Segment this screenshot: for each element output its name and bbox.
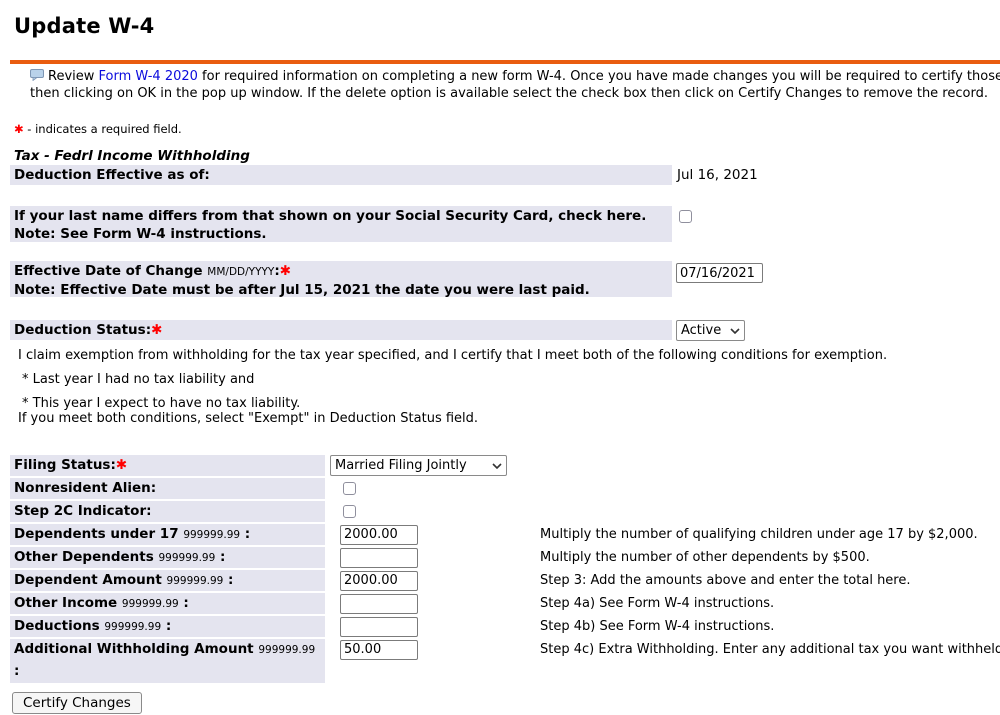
intro-line1: for required information on completing a… bbox=[197, 69, 1000, 84]
deduction-status-label: Deduction Status:✱ bbox=[14, 322, 163, 338]
required-asterisk: ✱ bbox=[151, 322, 163, 338]
dependents-under-17-input[interactable] bbox=[340, 524, 418, 545]
row-effective-date-of-change: Effective Date of Change MM/DD/YYYY:✱ No… bbox=[10, 261, 672, 298]
step-2c-indicator-checkbox[interactable] bbox=[343, 505, 356, 518]
row-nonresident-alien: Nonresident Alien: bbox=[10, 478, 1000, 499]
deductions-help: Step 4b) See Form W-4 instructions. bbox=[540, 619, 775, 634]
filing-status-label: Filing Status:✱ bbox=[10, 455, 325, 476]
intro-prefix: Review bbox=[48, 69, 99, 84]
last-name-differs-checkbox[interactable] bbox=[679, 210, 692, 223]
w4-fields-table: Filing Status:✱ Married Filing Jointly N… bbox=[10, 455, 1000, 685]
intro-line2: then clicking on OK in the pop up window… bbox=[30, 86, 988, 101]
accent-divider bbox=[10, 60, 1000, 64]
row-step-2c-indicator: Step 2C Indicator: bbox=[10, 501, 1000, 522]
additional-withholding-input[interactable] bbox=[340, 639, 418, 660]
other-dependents-label: Other Dependents 999999.99 : bbox=[10, 547, 325, 568]
effective-date-label: Effective Date of Change MM/DD/YYYY:✱ bbox=[14, 263, 292, 279]
required-asterisk: ✱ bbox=[279, 263, 292, 279]
row-deductions: Deductions 999999.99 : Step 4b) See Form… bbox=[10, 616, 1000, 637]
deduction-status-selected-value: Active bbox=[681, 323, 722, 338]
certify-changes-button[interactable]: Certify Changes bbox=[12, 692, 142, 714]
exemption-line-4: If you meet both conditions, select "Exe… bbox=[18, 411, 479, 426]
chevron-down-icon bbox=[730, 327, 740, 334]
date-format-hint: MM/DD/YYYY bbox=[207, 266, 275, 278]
comment-icon bbox=[30, 69, 44, 86]
row-deduction-effective-as-of: Deduction Effective as of: bbox=[10, 165, 672, 185]
exemption-line-1: I claim exemption from withholding for t… bbox=[18, 348, 888, 363]
row-other-dependents: Other Dependents 999999.99 : Multiply th… bbox=[10, 547, 1000, 568]
dependents-under-17-help: Multiply the number of qualifying childr… bbox=[540, 527, 978, 542]
required-asterisk: ✱ bbox=[115, 457, 128, 473]
deductions-input[interactable] bbox=[340, 616, 418, 637]
deduction-effective-label: Deduction Effective as of: bbox=[14, 167, 210, 183]
deduction-effective-value: Jul 16, 2021 bbox=[677, 167, 758, 183]
nonresident-alien-checkbox[interactable] bbox=[343, 482, 356, 495]
exemption-line-2: * Last year I had no tax liability and bbox=[22, 372, 255, 387]
form-w4-2020-link[interactable]: Form W-4 2020 bbox=[98, 69, 198, 84]
row-dependents-under-17: Dependents under 17 999999.99 : Multiply… bbox=[10, 524, 1000, 545]
other-income-help: Step 4a) See Form W-4 instructions. bbox=[540, 596, 775, 611]
filing-status-selected-value: Married Filing Jointly bbox=[335, 458, 467, 473]
dependent-amount-input[interactable] bbox=[340, 570, 418, 591]
exemption-statement: I claim exemption from withholding for t… bbox=[18, 348, 998, 435]
row-last-name-differs: If your last name differs from that show… bbox=[10, 206, 672, 242]
last-name-differs-label: If your last name differs from that show… bbox=[14, 208, 647, 224]
step-2c-indicator-label: Step 2C Indicator: bbox=[10, 501, 325, 522]
dependent-amount-label: Dependent Amount 999999.99 : bbox=[10, 570, 325, 591]
effective-date-input[interactable] bbox=[676, 263, 763, 283]
chevron-down-icon bbox=[492, 462, 502, 469]
row-dependent-amount: Dependent Amount 999999.99 : Step 3: Add… bbox=[10, 570, 1000, 591]
other-dependents-input[interactable] bbox=[340, 547, 418, 568]
row-other-income: Other Income 999999.99 : Step 4a) See Fo… bbox=[10, 593, 1000, 614]
deduction-status-select[interactable]: Active bbox=[676, 320, 745, 341]
filing-status-select[interactable]: Married Filing Jointly bbox=[330, 455, 507, 476]
other-income-label: Other Income 999999.99 : bbox=[10, 593, 325, 614]
last-name-differs-note: Note: See Form W-4 instructions. bbox=[14, 226, 267, 242]
required-field-note: ✱ - indicates a required field. bbox=[14, 122, 182, 136]
intro-text: Review Form W-4 2020 for required inform… bbox=[30, 69, 1000, 102]
row-deduction-status: Deduction Status:✱ bbox=[10, 320, 672, 340]
deductions-label: Deductions 999999.99 : bbox=[10, 616, 325, 637]
additional-withholding-help: Step 4c) Extra Withholding. Enter any ad… bbox=[540, 642, 1000, 657]
dependents-under-17-label: Dependents under 17 999999.99 : bbox=[10, 524, 325, 545]
other-income-input[interactable] bbox=[340, 593, 418, 614]
nonresident-alien-label: Nonresident Alien: bbox=[10, 478, 325, 499]
section-heading-tax-federal-withholding: Tax - Fedrl Income Withholding bbox=[14, 148, 250, 164]
page-title: Update W-4 bbox=[14, 14, 155, 38]
dependent-amount-help: Step 3: Add the amounts above and enter … bbox=[540, 573, 911, 588]
additional-withholding-label: Additional Withholding Amount 999999.99: bbox=[10, 639, 325, 683]
effective-date-note: Note: Effective Date must be after Jul 1… bbox=[14, 282, 590, 298]
exemption-line-3: * This year I expect to have no tax liab… bbox=[22, 396, 301, 411]
row-filing-status: Filing Status:✱ Married Filing Jointly bbox=[10, 455, 1000, 476]
required-asterisk: ✱ bbox=[14, 122, 24, 136]
row-additional-withholding: Additional Withholding Amount 999999.99:… bbox=[10, 639, 1000, 683]
other-dependents-help: Multiply the number of other dependents … bbox=[540, 550, 870, 565]
